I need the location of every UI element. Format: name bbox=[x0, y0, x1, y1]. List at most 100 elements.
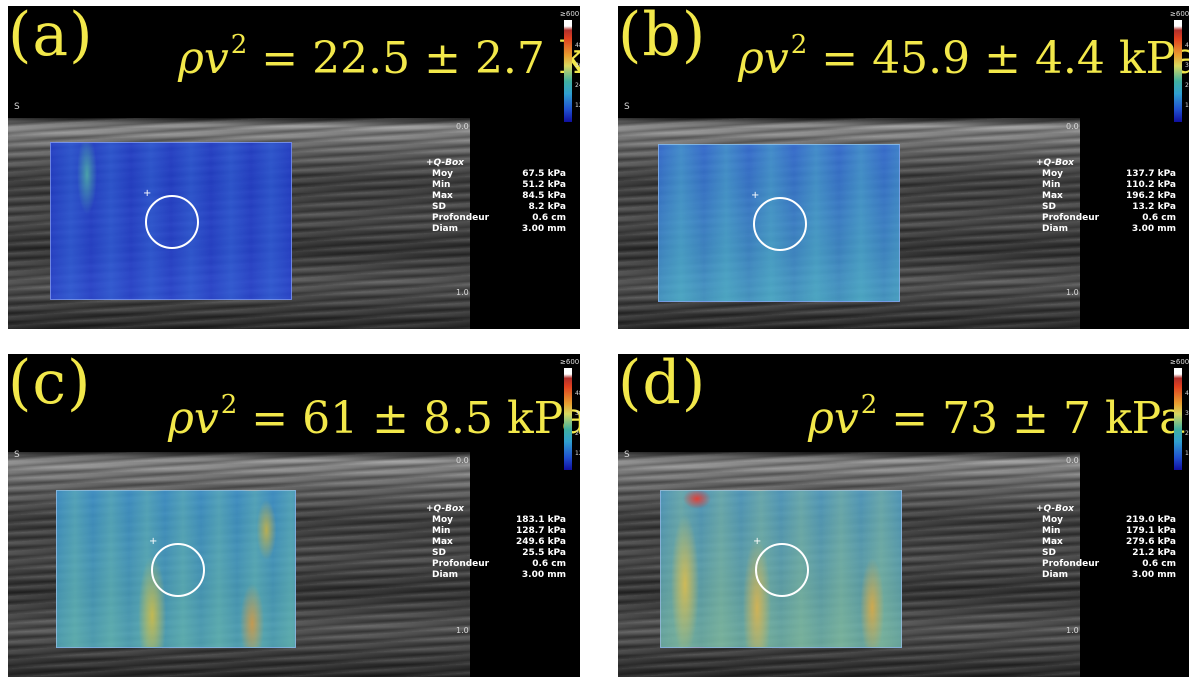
side-marker: S bbox=[14, 102, 20, 112]
formula-value: 22.5 bbox=[312, 33, 411, 84]
q-box-row: Min 110.2 kPa bbox=[1042, 180, 1176, 190]
crosshair-marker: + bbox=[753, 536, 762, 547]
q-box-row: Max 279.6 kPa bbox=[1042, 537, 1176, 547]
formula-value: 45.9 bbox=[872, 33, 971, 84]
elastography-panel-a: + 0.0 1.0 S (a) ρv2 = 22.5 ± 2.7 kPa ≥60… bbox=[8, 6, 580, 329]
depth-top-label: 0.0 bbox=[1066, 122, 1079, 131]
q-box-title: +Q-Box bbox=[1036, 158, 1074, 168]
q-box-row: Min 128.7 kPa bbox=[432, 526, 566, 536]
stress-formula: ρv2 = 61 ± 8.5 kPa bbox=[168, 390, 580, 444]
q-box-row: Moy 183.1 kPa bbox=[432, 515, 566, 525]
formula-uncertainty: 2.7 bbox=[474, 33, 545, 84]
depth-bottom-label: 1.0 bbox=[456, 288, 469, 297]
depth-bottom-label: 1.0 bbox=[456, 626, 469, 635]
roi-circle bbox=[753, 197, 807, 251]
colorbar bbox=[1174, 20, 1182, 122]
formula-value: 61 bbox=[302, 393, 359, 444]
ultrasound-image: + 0.0 1.0 bbox=[8, 452, 470, 677]
formula-uncertainty: 8.5 bbox=[422, 393, 493, 444]
q-box-row: Profondeur 0.6 cm bbox=[432, 559, 566, 569]
roi-circle bbox=[145, 195, 199, 249]
elastography-panel-b: + 0.0 1.0 S (b) ρv2 = 45.9 ± 4.4 kPa ≥60… bbox=[618, 6, 1189, 329]
panel-label: (c) bbox=[8, 354, 92, 418]
q-box-row: SD 8.2 kPa bbox=[432, 202, 566, 212]
q-box-readout: +Q-Box Moy 67.5 kPa Min 51.2 kPa Max 84.5 k… bbox=[426, 158, 566, 235]
q-box-row: Moy 67.5 kPa bbox=[432, 169, 566, 179]
colorbar-tick: 36 bbox=[575, 410, 580, 417]
formula-unit: kPa bbox=[1104, 393, 1186, 444]
q-box-row: Profondeur 0.6 cm bbox=[1042, 559, 1176, 569]
q-box-readout: +Q-Box Moy 137.7 kPa Min 110.2 kPa Max 196.… bbox=[1036, 158, 1176, 235]
depth-bottom-label: 1.0 bbox=[1066, 288, 1079, 297]
q-box-row: Moy 219.0 kPa bbox=[1042, 515, 1176, 525]
colorbar-max-label: ≥600 kPa bbox=[1170, 10, 1189, 18]
q-box-row: Max 249.6 kPa bbox=[432, 537, 566, 547]
elastography-panel-c: + 0.0 1.0 S (c) ρv2 = 61 ± 8.5 kPa ≥600 … bbox=[8, 354, 580, 677]
q-box-row: SD 13.2 kPa bbox=[1042, 202, 1176, 212]
q-box-row: Max 84.5 kPa bbox=[432, 191, 566, 201]
stress-formula: ρv2 = 73 ± 7 kPa bbox=[808, 390, 1186, 444]
formula-value: 73 bbox=[942, 393, 999, 444]
q-box-row: Diam 3.00 mm bbox=[432, 224, 566, 234]
colorbar-tick: 48 bbox=[575, 390, 580, 397]
shear-wave-box: + bbox=[56, 490, 296, 648]
stress-formula: ρv2 = 22.5 ± 2.7 kPa bbox=[178, 30, 580, 84]
colorbar-tick: 48 bbox=[1185, 42, 1189, 49]
colorbar bbox=[1174, 368, 1182, 470]
panel-label: (a) bbox=[8, 6, 94, 70]
colorbar-tick: 480 bbox=[575, 42, 580, 49]
depth-top-label: 0.0 bbox=[456, 456, 469, 465]
roi-circle bbox=[151, 543, 205, 597]
colorbar-tick: 120 bbox=[575, 102, 580, 109]
q-box-title: +Q-Box bbox=[426, 158, 464, 168]
colorbar-tick: 360 bbox=[575, 62, 580, 69]
colorbar-max-label: ≥600 kPa bbox=[560, 358, 580, 366]
stress-formula: ρv2 = 45.9 ± 4.4 kPa bbox=[738, 30, 1189, 84]
colorbar-tick: 4 bbox=[1185, 390, 1189, 397]
colorbar-max-label: ≥600 kPa bbox=[560, 10, 580, 18]
crosshair-marker: + bbox=[143, 188, 152, 199]
colorbar-tick: 24 bbox=[575, 430, 580, 437]
shear-wave-box: + bbox=[660, 490, 902, 648]
q-box-readout: +Q-Box Moy 219.0 kPa Min 179.1 kPa Max 279.… bbox=[1036, 504, 1176, 581]
q-box-readout: +Q-Box Moy 183.1 kPa Min 128.7 kPa Max 249.… bbox=[426, 504, 566, 581]
depth-bottom-label: 1.0 bbox=[1066, 626, 1079, 635]
depth-top-label: 0.0 bbox=[456, 122, 469, 131]
colorbar bbox=[564, 368, 572, 470]
colorbar-tick: 3 bbox=[1185, 410, 1189, 417]
roi-circle bbox=[755, 543, 809, 597]
q-box-row: Moy 137.7 kPa bbox=[1042, 169, 1176, 179]
q-box-row: SD 25.5 kPa bbox=[432, 548, 566, 558]
colorbar-tick: 2 bbox=[1185, 430, 1189, 437]
q-box-title: +Q-Box bbox=[1036, 504, 1074, 514]
colorbar-tick: 36 bbox=[1185, 62, 1189, 69]
q-box-row: Min 51.2 kPa bbox=[432, 180, 566, 190]
ultrasound-image: + 0.0 1.0 bbox=[8, 118, 470, 329]
crosshair-marker: + bbox=[149, 536, 158, 547]
shear-wave-box: + bbox=[658, 144, 900, 302]
shear-wave-box: + bbox=[50, 142, 292, 300]
colorbar bbox=[564, 20, 572, 122]
q-box-row: Max 196.2 kPa bbox=[1042, 191, 1176, 201]
colorbar-max-label: ≥600 kPa bbox=[1170, 358, 1189, 366]
q-box-row: Diam 3.00 mm bbox=[432, 570, 566, 580]
colorbar-tick: 12 bbox=[1185, 102, 1189, 109]
side-marker: S bbox=[14, 450, 20, 460]
q-box-row: Min 179.1 kPa bbox=[1042, 526, 1176, 536]
q-box-title: +Q-Box bbox=[426, 504, 464, 514]
crosshair-marker: + bbox=[751, 190, 760, 201]
colorbar-tick: 12 bbox=[575, 450, 580, 457]
panel-label: (b) bbox=[618, 6, 707, 70]
q-box-row: Diam 3.00 mm bbox=[1042, 224, 1176, 234]
colorbar-tick: 240 bbox=[575, 82, 580, 89]
formula-uncertainty: 4.4 bbox=[1034, 33, 1105, 84]
q-box-row: Profondeur 0.6 cm bbox=[1042, 213, 1176, 223]
q-box-row: SD 21.2 kPa bbox=[1042, 548, 1176, 558]
side-marker: S bbox=[624, 450, 630, 460]
formula-uncertainty: 7 bbox=[1062, 393, 1091, 444]
ultrasound-image: + 0.0 1.0 bbox=[618, 118, 1080, 329]
ultrasound-image: + 0.0 1.0 bbox=[618, 452, 1080, 677]
colorbar-tick: 24 bbox=[1185, 82, 1189, 89]
colorbar-tick: 1 bbox=[1185, 450, 1189, 457]
panel-label: (d) bbox=[618, 354, 707, 418]
